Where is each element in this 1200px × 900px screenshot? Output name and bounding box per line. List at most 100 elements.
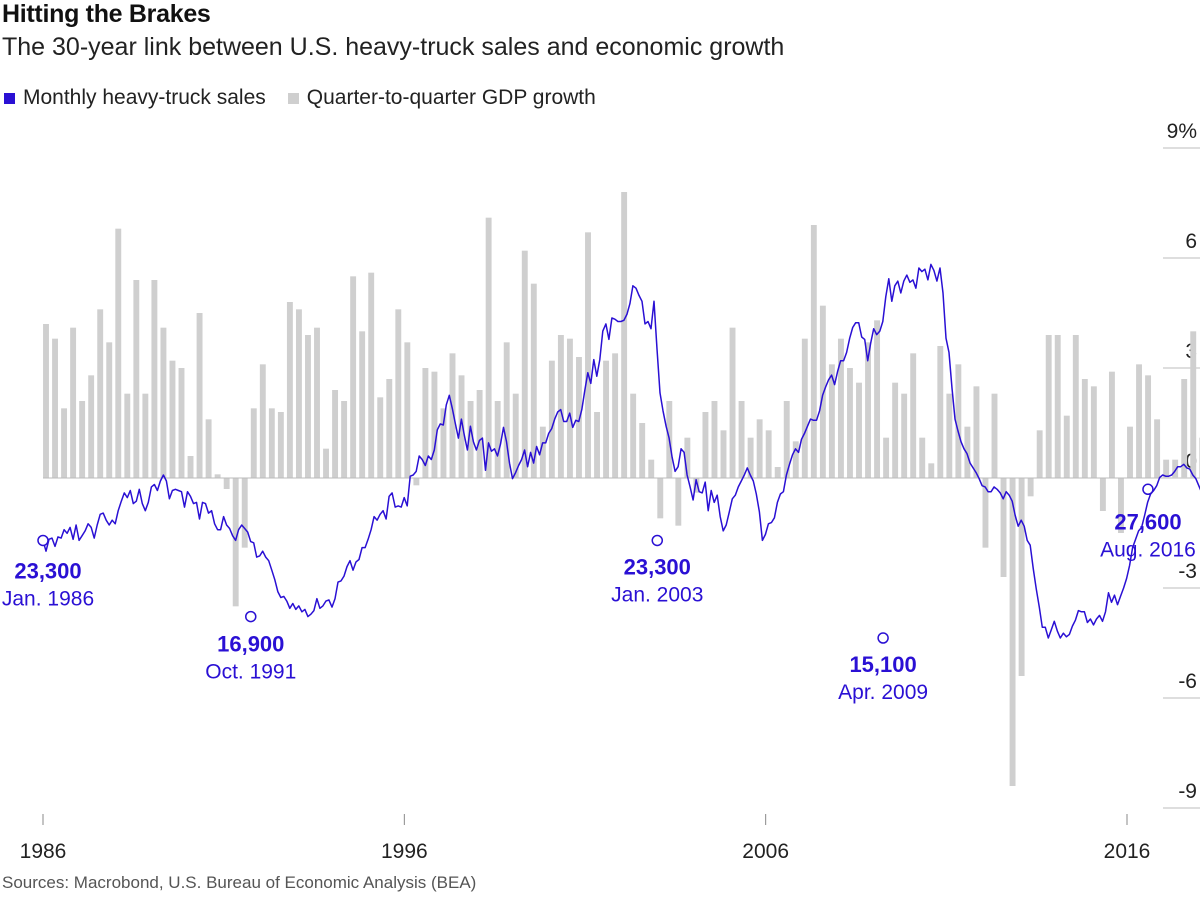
x-tick-label: 2006: [742, 840, 789, 863]
gdp-bar: [106, 342, 113, 478]
gdp-bar: [359, 331, 366, 478]
annotation-date: Oct. 1991: [205, 661, 296, 684]
annotation-value: 27,600: [1114, 509, 1181, 534]
annotation-value: 15,100: [849, 652, 916, 677]
annotation-marker: [37, 534, 49, 547]
gdp-bar: [440, 408, 447, 478]
annotation-date: Jan. 1986: [2, 587, 94, 610]
gdp-bar: [639, 423, 646, 478]
gdp-bar: [883, 437, 890, 478]
gdp-bar: [115, 228, 122, 478]
gdp-bar: [133, 280, 140, 478]
gdp-bar: [1063, 415, 1070, 478]
gdp-bar: [738, 401, 745, 478]
gdp-bar: [259, 364, 266, 478]
truck-sales-line: [42, 263, 1200, 639]
gdp-bar: [557, 335, 564, 478]
gdp-bar: [612, 353, 619, 478]
gdp-bar: [720, 430, 727, 478]
gdp-bar: [1054, 335, 1061, 478]
gdp-bar: [1000, 478, 1007, 577]
annotation-value: 16,900: [217, 632, 284, 657]
legend: Monthly heavy-truck sales Quarter-to-qua…: [4, 86, 618, 110]
gdp-bar: [774, 467, 781, 478]
gdp-bar: [1127, 426, 1133, 478]
gdp-bar: [856, 382, 862, 478]
gdp-bar: [1036, 430, 1043, 478]
legend-item-gdp-growth: Quarter-to-quarter GDP growth: [287, 86, 596, 110]
gdp-bar: [61, 408, 68, 478]
gdp-bar: [196, 313, 203, 478]
gdp-bar: [657, 478, 664, 519]
legend-label-truck-sales: Monthly heavy-truck sales: [23, 86, 266, 109]
gdp-bar: [955, 364, 962, 478]
gdp-bar: [1090, 386, 1097, 478]
gdp-bar: [1172, 459, 1179, 478]
gdp-bar: [97, 309, 104, 478]
gdp-bar: [1163, 459, 1170, 478]
gdp-bar: [79, 401, 86, 478]
gdp-bar: [937, 346, 944, 478]
gdp-bar: [548, 360, 555, 478]
gdp-bar: [286, 302, 293, 478]
gdp-bar: [178, 368, 185, 478]
chart-title: Hitting the Brakes: [2, 0, 211, 28]
gdp-bar: [648, 459, 655, 478]
gdp-bar: [585, 232, 591, 478]
gdp-bar: [946, 393, 953, 478]
gdp-bar: [765, 430, 772, 478]
gdp-bar: [892, 382, 899, 478]
gdp-bar: [576, 357, 582, 478]
gdp-bar: [865, 342, 871, 478]
x-tick-label: 1986: [20, 840, 67, 863]
gdp-bar: [783, 401, 790, 478]
annotation-date: Apr. 2009: [838, 681, 928, 704]
gdp-bar: [332, 390, 339, 478]
y-tick-label: 9%: [1167, 120, 1197, 143]
gdp-bar: [377, 397, 384, 478]
gdp-bar: [901, 393, 908, 478]
x-tick-label: 1996: [381, 840, 428, 863]
gdp-bar: [991, 393, 998, 478]
gdp-bar: [458, 375, 465, 478]
gdp-bar: [70, 327, 77, 478]
gdp-bar: [1045, 335, 1052, 478]
gdp-bar: [756, 419, 763, 478]
gdp-bar: [43, 324, 49, 478]
gdp-bar: [277, 412, 284, 478]
annotation-marker: [1142, 483, 1154, 496]
legend-swatch-truck-sales: [4, 92, 15, 104]
gdp-bar: [305, 335, 311, 478]
gdp-bar: [810, 225, 817, 478]
gdp-bar: [88, 375, 95, 478]
gdp-bar: [928, 463, 935, 478]
y-tick-label: -6: [1178, 670, 1197, 693]
gdp-bar: [142, 393, 149, 478]
gdp-bar: [232, 478, 239, 607]
y-tick-label: -3: [1178, 560, 1197, 583]
gdp-bar: [1081, 379, 1088, 478]
gdp-bar: [982, 478, 989, 548]
gdp-bar: [368, 272, 375, 478]
gdp-bar: [341, 401, 348, 478]
gdp-bar: [973, 386, 980, 478]
gdp-bar: [684, 437, 691, 478]
gdp-bar: [494, 401, 501, 478]
gdp-bar: [693, 478, 700, 493]
gdp-bar: [539, 426, 546, 478]
gdp-bar: [449, 353, 456, 478]
gdp-bar: [801, 338, 808, 478]
gdp-bar: [837, 338, 844, 478]
gdp-bar: [910, 353, 917, 478]
gdp-bar: [503, 342, 510, 478]
gdp-bar: [241, 478, 248, 548]
gdp-bar: [621, 192, 628, 478]
x-tick-label: 2016: [1104, 840, 1151, 863]
gdp-bar: [422, 368, 429, 478]
gdp-bar: [828, 364, 835, 478]
gdp-bar: [1154, 419, 1161, 478]
gdp-bar: [431, 371, 438, 478]
gdp-bar: [205, 419, 212, 478]
y-tick-label: 6: [1185, 230, 1197, 253]
